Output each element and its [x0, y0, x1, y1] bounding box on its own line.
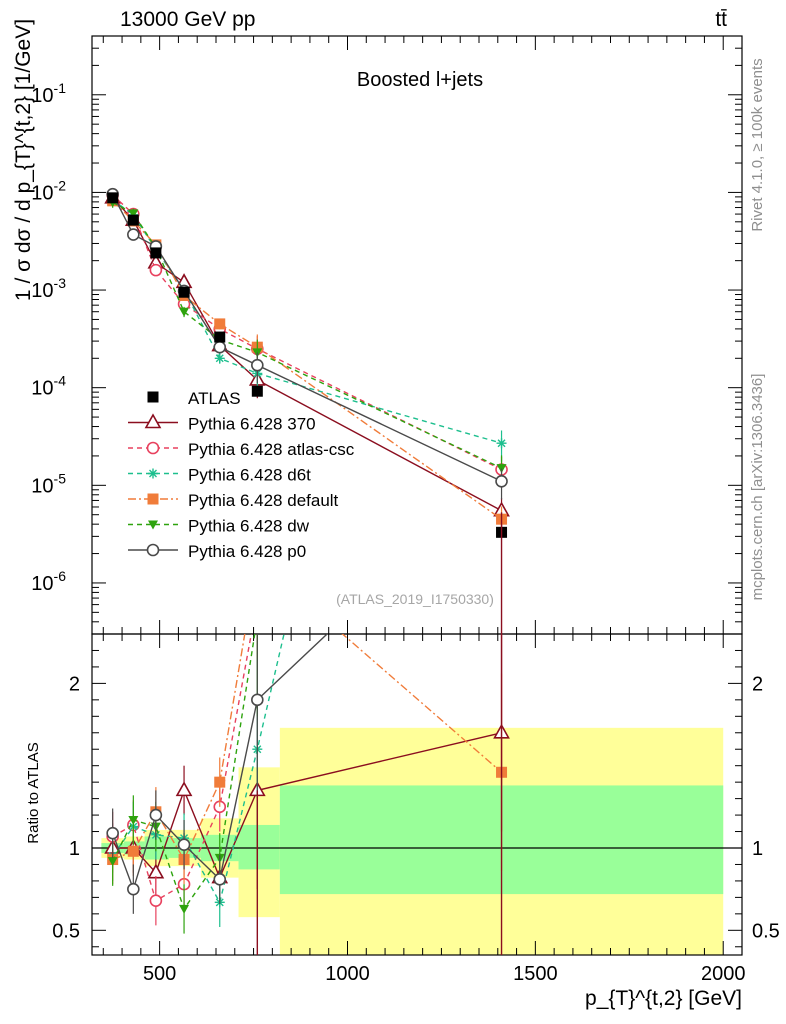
atlas-data-point: [178, 286, 190, 298]
main-point-series-1: [149, 263, 163, 277]
ratio-border: [91, 633, 743, 956]
ytick-exponent: -3: [54, 275, 67, 291]
legend-label-series-2: Pythia 6.428 d6t: [188, 466, 311, 485]
main-point-series-2: [214, 353, 225, 364]
ytick-base: 10: [31, 475, 53, 497]
legend: ATLAS Pythia 6.428 370 Pythia 6.428 atlas-…: [128, 389, 355, 561]
ratio-point-series-3: [214, 776, 226, 788]
legend-label-series-3: Pythia 6.428 default: [188, 491, 339, 510]
x-axis-label-text: p_{T}^{t,2} [GeV]: [585, 987, 742, 1010]
atlas-data-point: [107, 192, 119, 204]
atlas-data-point: [150, 247, 162, 259]
ytick-base: 10: [31, 573, 53, 595]
legend-marker-series-1: [146, 441, 160, 455]
ratio-point-series-5: [106, 826, 119, 840]
legend-marker-atlas: [147, 391, 159, 403]
ytick-base: 10: [31, 85, 53, 107]
main-ytick-label: 10-4: [31, 373, 66, 400]
ratio-point-series-5: [127, 882, 140, 896]
ytick-exponent: -1: [54, 80, 67, 96]
green-band-bin-5: [238, 824, 280, 870]
ratio-ytick-label-left: 1: [69, 838, 80, 860]
ytick-exponent: -4: [54, 373, 67, 389]
main-ylabel-text: 1 / σ dσ / d p_{T}^{t,2} [1/GeV]: [12, 19, 35, 301]
ratio-panel-series: [104, 268, 510, 955]
atlas-data-point: [127, 214, 139, 226]
process-label: tt̄: [715, 8, 727, 31]
legend-label-series-1: Pythia 6.428 atlas-csc: [188, 440, 355, 459]
legend-marker-series-2: [148, 468, 158, 479]
ratio-ytick-label-right: 0.5: [752, 920, 780, 942]
ratio-point-series-4: [252, 614, 262, 623]
main-point-series-5: [495, 474, 508, 488]
ratio-point-series-3: [127, 845, 139, 857]
legend-label-atlas: ATLAS: [188, 389, 241, 408]
ratio-ytick-label-right: 2: [752, 673, 763, 695]
atlas-data-point: [251, 385, 263, 397]
ratio-point-series-4: [497, 268, 507, 277]
main-panel-frame: 10-610-510-410-310-210-1: [31, 35, 743, 635]
ytick-exponent: -2: [54, 177, 67, 193]
ratio-panel-frame: 0.5 0.5 1 1 2 2 500 1000 1500 2000: [52, 633, 780, 985]
xtick-label: 500: [143, 963, 176, 985]
ratio-point-series-4: [128, 816, 139, 826]
main-ytick-label: 10-5: [31, 470, 66, 497]
main-point-series-5: [127, 228, 140, 241]
ratio-point-series-5: [213, 872, 227, 886]
analysis-title: Boosted l+jets: [357, 69, 483, 91]
xtick-label: 1000: [325, 963, 370, 985]
main-ytick-label: 10-6: [31, 568, 66, 595]
ratio-point-series-5: [251, 693, 264, 707]
main-point-series-4: [179, 307, 190, 317]
main-line-series-0: [112, 197, 502, 512]
xtick-label: 2000: [701, 963, 746, 985]
legend-label-series-5: Pythia 6.428 p0: [188, 542, 306, 561]
ratio-ytick-label-left: 0.5: [52, 920, 80, 942]
xtick-label: 1500: [513, 963, 558, 985]
ratio-point-series-4: [179, 904, 190, 914]
ratio-ylabel: Ratio to ATLAS: [25, 742, 42, 843]
ratio-point-series-1: [496, 299, 507, 310]
legend-marker-series-4: [148, 520, 158, 530]
main-line-series-5: [112, 193, 502, 482]
analysis-id: (ATLAS_2019_I1750330): [336, 591, 494, 607]
main-point-series-4: [128, 209, 139, 219]
main-ytick-label: 10-2: [31, 177, 66, 204]
legend-marker-series-0: [144, 413, 162, 429]
ratio-point-series-5: [177, 838, 191, 852]
ratio-point-series-1: [149, 894, 163, 907]
energy-label: 13000 GeV pp: [120, 8, 255, 31]
main-ytick-label: 10-3: [31, 275, 66, 302]
rivet-label: Rivet 4.1.0, ≥ 100k events: [749, 58, 766, 231]
ratio-point-series-1: [252, 596, 263, 607]
ytick-base: 10: [31, 182, 53, 204]
ytick-base: 10: [31, 378, 53, 400]
main-point-series-5: [213, 340, 227, 354]
ytick-base: 10: [31, 280, 53, 302]
main-panel-series: [104, 187, 510, 634]
ratio-ytick-label-left: 2: [69, 673, 80, 695]
ratio-point-series-4: [107, 857, 118, 867]
ytick-exponent: -5: [54, 470, 67, 486]
legend-marker-series-3: [147, 493, 159, 505]
legend-marker-series-5: [146, 543, 160, 557]
main-point-series-3: [214, 318, 226, 330]
legend-label-series-4: Pythia 6.428 dw: [188, 517, 310, 536]
x-axis-label: p_{T}^{t,2} [GeV]: [585, 987, 742, 1010]
main-ytick-label: 10-1: [31, 80, 66, 107]
ratio-ytick-label-right: 1: [752, 838, 763, 860]
legend-label-series-0: Pythia 6.428 370: [188, 415, 316, 434]
main-point-series-5: [251, 358, 264, 372]
ratio-point-series-5: [149, 808, 163, 822]
site-label: mcplots.cern.ch [arXiv:1306.3436]: [749, 374, 766, 601]
main-ylabel: 1 / σ dσ / d p_{T}^{t,2} [1/GeV]: [12, 19, 35, 301]
ytick-exponent: -6: [54, 568, 67, 584]
atlas-data-point: [214, 331, 226, 343]
main-point-series-2: [496, 438, 507, 449]
ratio-point-series-0: [175, 781, 193, 797]
